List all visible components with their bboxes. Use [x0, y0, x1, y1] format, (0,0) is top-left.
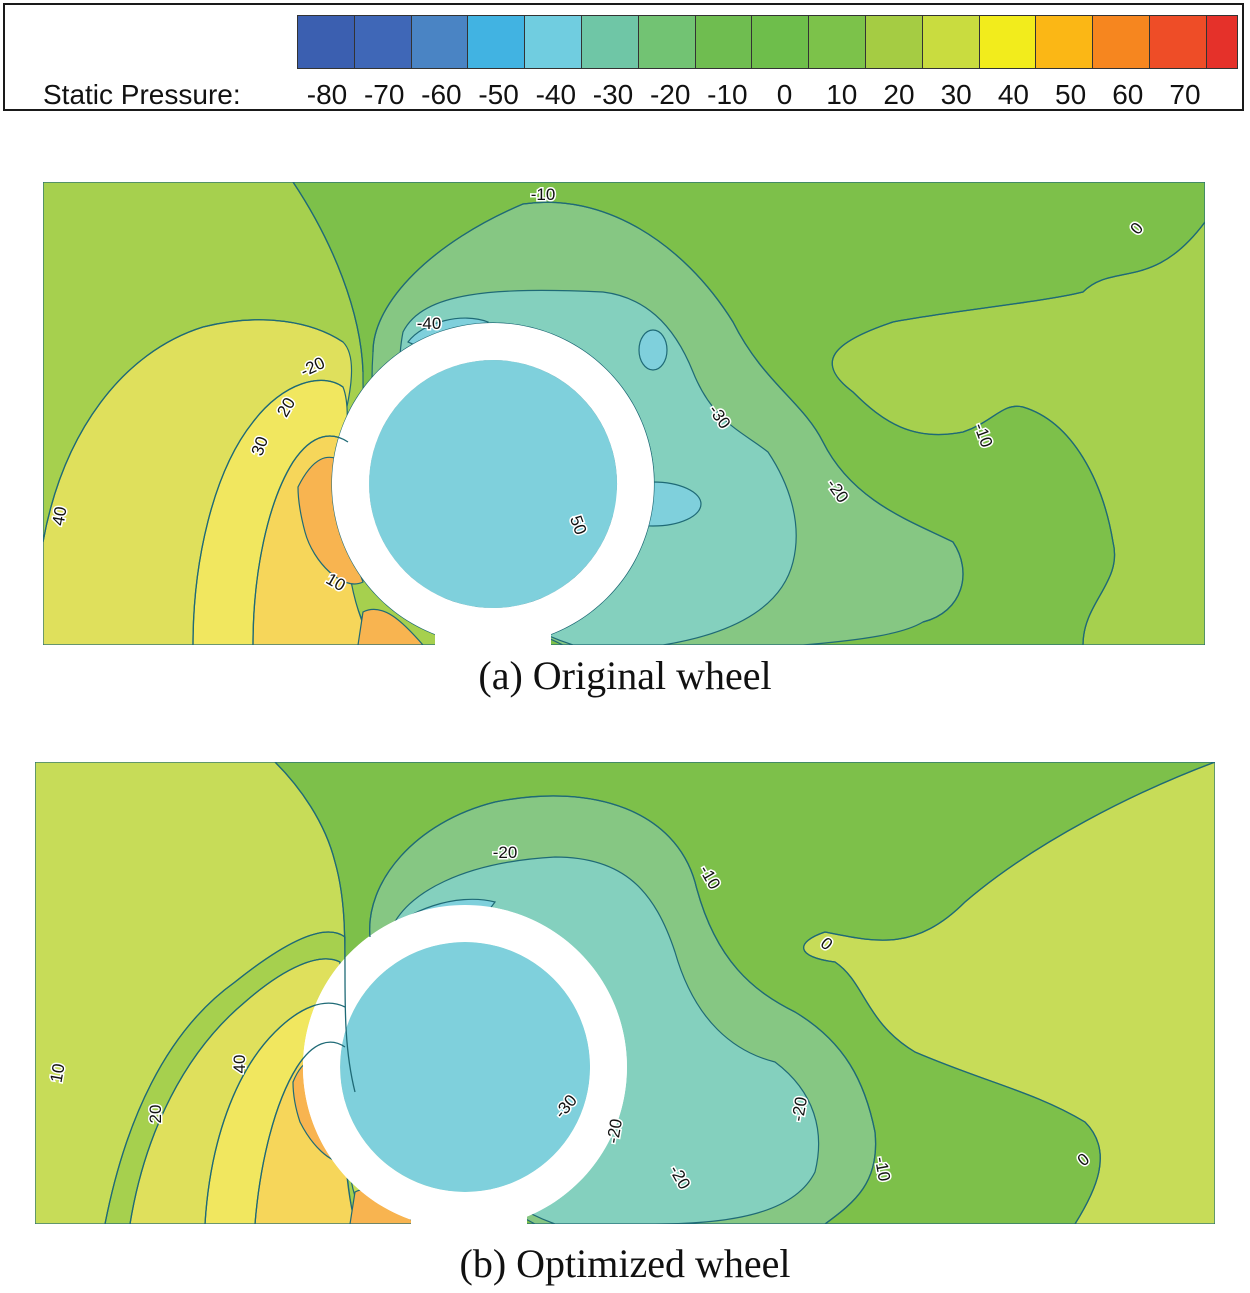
contour-label: 10	[47, 1062, 69, 1084]
contour-lines-a	[43, 182, 1205, 645]
contour-label: 40	[230, 1055, 249, 1074]
caption-optimized-wheel: (b) Optimized wheel	[459, 1241, 791, 1286]
contour-label: -20	[788, 1095, 811, 1123]
legend-tick-label: 50	[1055, 79, 1087, 110]
legend-box: Static Pressure: -80 -70 -60 -50 -40 -30 -20 -1…	[3, 3, 1244, 111]
wheel-hub	[340, 942, 590, 1192]
legend-tick-label: 20	[883, 79, 915, 110]
legend-swatch	[922, 16, 980, 68]
legend-tick-label: 70	[1169, 79, 1201, 110]
legend-tick-label: 30	[940, 79, 972, 110]
legend-swatch	[354, 16, 412, 68]
legend-swatch	[1149, 16, 1207, 68]
legend-tick-label: -10	[707, 79, 748, 110]
legend-swatch	[298, 16, 355, 68]
legend-swatch	[979, 16, 1037, 68]
legend-swatch	[411, 16, 469, 68]
legend-swatch	[525, 16, 582, 68]
contour-label: 20	[146, 1105, 165, 1124]
legend-swatch	[1036, 16, 1094, 68]
legend-tick-label: 0	[776, 79, 793, 110]
legend-swatch	[468, 16, 526, 68]
contour-label: -10	[531, 185, 556, 204]
caption-original-wheel: (a) Original wheel	[478, 653, 772, 698]
legend-color-bar	[297, 15, 1238, 69]
legend-swatch	[638, 16, 696, 68]
legend-tick-label: -30	[592, 79, 634, 110]
legend-tick-label: -60	[421, 79, 462, 110]
legend-swatch	[1206, 16, 1237, 68]
legend-swatch	[752, 16, 810, 68]
legend-tick-label: -40	[535, 79, 577, 110]
region-fifty-bottom	[357, 608, 424, 645]
legend-swatch	[695, 16, 753, 68]
legend-swatch	[865, 16, 923, 68]
legend-tick-label: 10	[826, 79, 858, 110]
legend-tick-label: -50	[478, 79, 519, 110]
legend-tick-label: -70	[363, 79, 405, 110]
legend-tick-label: -80	[306, 79, 348, 110]
legend-swatch	[809, 16, 866, 68]
contour-label: 40	[49, 505, 71, 527]
legend-title: Static Pressure:	[43, 79, 241, 110]
region-minus-40-b	[638, 329, 668, 371]
contour-label: -20	[493, 843, 518, 862]
wheel-stem	[435, 622, 551, 645]
legend-swatch	[1093, 16, 1150, 68]
legend-tick-label: 40	[997, 79, 1029, 110]
legend-tick-label: 60	[1112, 79, 1144, 110]
wheel-hub-top	[369, 360, 617, 608]
legend-swatch	[581, 16, 639, 68]
contour-label: -40	[417, 314, 442, 333]
legend-tick-label: -20	[649, 79, 691, 110]
legend-tick-labels: -80 -70 -60 -50 -40 -30 -20 -10 0 10 20 30 40 50 60 70	[297, 79, 1217, 115]
contour-lines-b	[104, 762, 1215, 1224]
